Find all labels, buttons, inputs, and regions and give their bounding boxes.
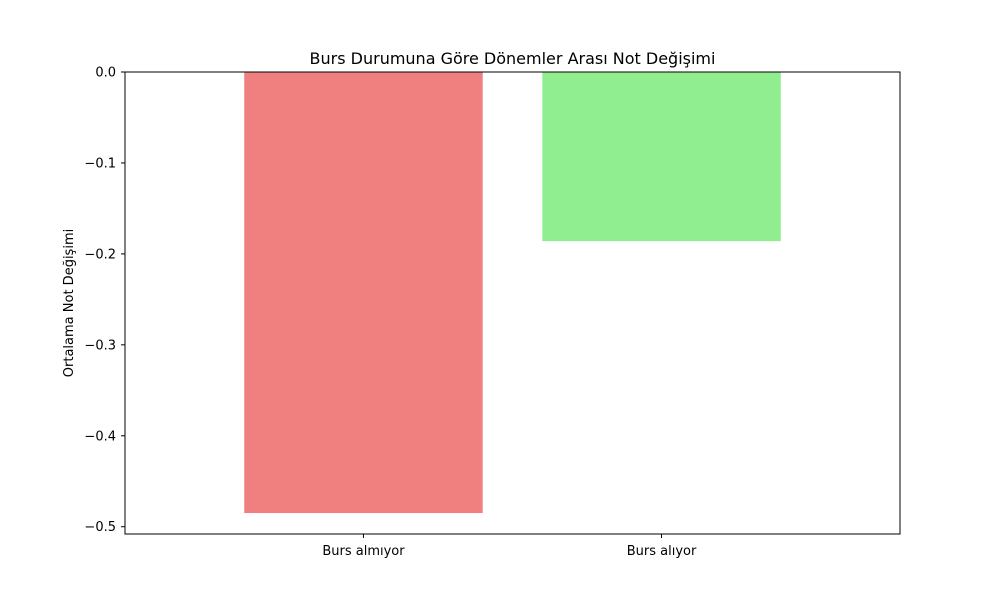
x-axis: Burs almıyor Burs alıyor [322,534,697,559]
y-axis: 0.0 −0.1 −0.2 −0.3 −0.4 −0.5 [84,66,125,535]
y-tick-label: −0.3 [84,338,116,353]
y-tick-label: −0.1 [84,156,116,171]
y-axis-label: Ortalama Not Değişimi [62,229,77,377]
bars-layer [244,72,781,514]
y-tick-label: −0.5 [84,520,116,535]
y-tick-label: −0.4 [84,429,116,444]
bar-2 [542,72,781,242]
x-tick-label: Burs alıyor [627,544,697,559]
x-tick-label: Burs almıyor [322,544,405,559]
plot-frame [124,71,901,535]
bar-1 [244,72,483,514]
y-tick-label: 0.0 [95,66,116,81]
y-tick-label: −0.2 [84,247,116,262]
chart-title: Burs Durumuna Göre Dönemler Arası Not De… [310,49,716,68]
